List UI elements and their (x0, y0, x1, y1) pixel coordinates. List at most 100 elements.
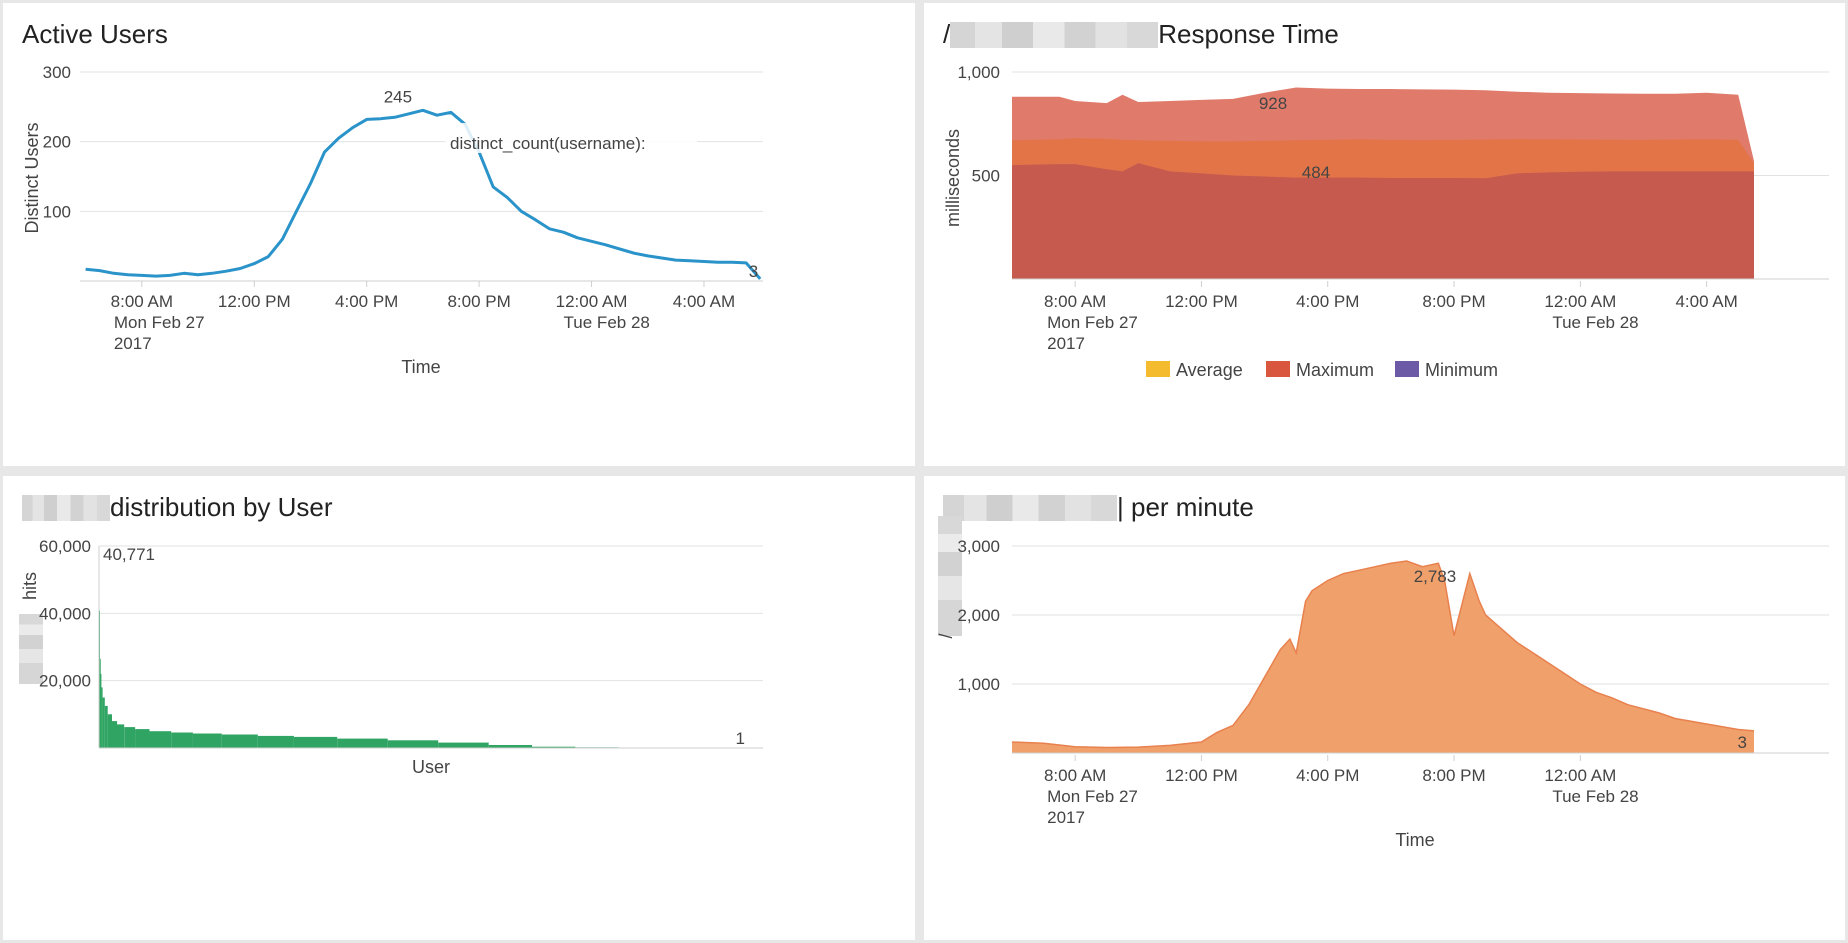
x-axis-title: Time (401, 357, 440, 377)
x-tick-label: Tue Feb 28 (564, 313, 650, 332)
x-tick-label: 12:00 PM (1165, 766, 1238, 785)
series-line (85, 108, 762, 280)
legend-swatch-maximum (1266, 361, 1290, 377)
x-tick-label: 12:00 AM (1544, 292, 1616, 311)
x-tick-label: 4:00 PM (1296, 292, 1359, 311)
bar (171, 732, 193, 748)
y-tick-label: 1,000 (957, 63, 1000, 82)
y-tick-label: 100 (43, 202, 71, 221)
x-tick-label: 4:00 AM (673, 292, 735, 311)
y-tick-label: 200 (43, 133, 71, 152)
redacted-axis-label (19, 614, 43, 684)
y-tick-label: 1,000 (957, 675, 1000, 694)
legend-label-maximum: Maximum (1296, 360, 1374, 380)
x-tick-label: 12:00 AM (1544, 766, 1616, 785)
bar (101, 687, 103, 748)
bar (107, 714, 112, 748)
x-tick-label: 8:00 AM (1044, 766, 1106, 785)
y-tick-label: 3,000 (957, 537, 1000, 556)
x-tick-label: 4:00 PM (335, 292, 398, 311)
bar (135, 729, 150, 748)
response-time-chart[interactable]: 500 1,000 8:00 AM Mon Feb 27 2017 12:00 PM 4:0… (924, 3, 1845, 466)
min-label: 484 (1302, 163, 1330, 182)
y-tick-label: 300 (43, 63, 71, 82)
bar (221, 734, 258, 748)
x-tick-label: 8:00 PM (1422, 292, 1485, 311)
min-label: 1 (736, 729, 745, 748)
panel-title: / Response Time (943, 19, 1339, 50)
panel-title: distribution by User (22, 492, 333, 523)
active-users-chart[interactable]: 100 200 300 8:00 AM Mon Feb 27 2017 12:00 PM 4:… (3, 3, 915, 466)
panel-title: | per minute (943, 492, 1254, 523)
x-tick-label: 2017 (114, 334, 152, 353)
area-minimum (1012, 163, 1754, 279)
x-axis-title: Time (1395, 830, 1434, 850)
last-value-label: 3 (749, 262, 758, 281)
title-prefix: / (943, 19, 951, 49)
per-minute-chart[interactable]: 1,000 2,000 3,000 8:00 AM Mon Feb 27 2017 12:0… (924, 476, 1845, 940)
tooltip-box (445, 123, 697, 153)
y-tick-label: 40,000 (39, 604, 91, 623)
panel-title: Active Users (22, 19, 168, 50)
bar (149, 731, 172, 748)
area-outline (1011, 560, 1755, 749)
bar (387, 740, 439, 748)
bar (117, 724, 125, 748)
y-axis-title: milliseconds (943, 129, 963, 227)
redacted-axis-label (938, 516, 962, 636)
bar (293, 736, 338, 748)
legend-label-minimum: Minimum (1425, 360, 1498, 380)
distribution-chart[interactable]: 20,000 40,000 60,000 User hits 40,771 1 (3, 476, 915, 940)
chart-title: | per minute (1117, 492, 1254, 522)
redacted-title-segment (22, 494, 110, 521)
legend-label-average: Average (1176, 360, 1243, 380)
active-users-panel: Active Users 100 200 300 8:00 AM Mon Feb 27 2… (3, 3, 915, 466)
max-label: 928 (1259, 94, 1287, 113)
y-tick-label: 500 (972, 167, 1000, 186)
x-tick-label: 2017 (1047, 808, 1085, 827)
chart-title: Active Users (22, 19, 168, 49)
x-tick-label: 12:00 PM (218, 292, 291, 311)
x-tick-label: Tue Feb 28 (1552, 787, 1638, 806)
y-axis-title: Distinct Users (22, 122, 42, 233)
x-tick-label: 4:00 AM (1675, 292, 1737, 311)
x-tick-label: 12:00 PM (1165, 292, 1238, 311)
bar (102, 697, 105, 748)
bar (124, 727, 136, 748)
bar (112, 721, 118, 748)
x-tick-label: 8:00 PM (1422, 766, 1485, 785)
x-tick-label: Mon Feb 27 (1047, 313, 1138, 332)
bar (532, 746, 576, 748)
y-tick-label: 2,000 (957, 606, 1000, 625)
legend-swatch-minimum (1395, 361, 1419, 377)
redacted-title-segment (943, 494, 1117, 521)
bar (192, 733, 222, 748)
legend-swatch-average (1146, 361, 1170, 377)
x-tick-label: Mon Feb 27 (114, 313, 205, 332)
x-tick-label: 2017 (1047, 334, 1085, 353)
chart-title: distribution by User (110, 492, 333, 522)
tooltip-text: distinct_count(username): (450, 134, 646, 153)
bar (104, 705, 108, 748)
y-tick-label: 20,000 (39, 672, 91, 691)
bar (99, 658, 101, 748)
chart-title: Response Time (1158, 19, 1339, 49)
y-tick-label: 60,000 (39, 537, 91, 556)
x-tick-label: 8:00 AM (111, 292, 173, 311)
max-label: 2,783 (1414, 567, 1457, 586)
x-tick-label: Tue Feb 28 (1552, 313, 1638, 332)
response-time-panel: / Response Time 500 1,000 8:00 AM Mon Feb 2… (924, 3, 1845, 466)
max-label: 40,771 (103, 545, 155, 564)
x-tick-label: 8:00 AM (1044, 292, 1106, 311)
bar (438, 742, 489, 748)
area (1012, 561, 1754, 753)
last-value-label: 3 (1738, 733, 1747, 752)
x-tick-label: 12:00 AM (556, 292, 628, 311)
bar (257, 735, 294, 748)
per-minute-panel: | per minute 1,000 2,000 3,000 8:00 AM Mon F… (924, 476, 1845, 940)
bar (337, 738, 388, 748)
bar (100, 673, 102, 748)
y-axis-title: hits (20, 572, 40, 600)
x-tick-label: 4:00 PM (1296, 766, 1359, 785)
bar (488, 745, 532, 748)
